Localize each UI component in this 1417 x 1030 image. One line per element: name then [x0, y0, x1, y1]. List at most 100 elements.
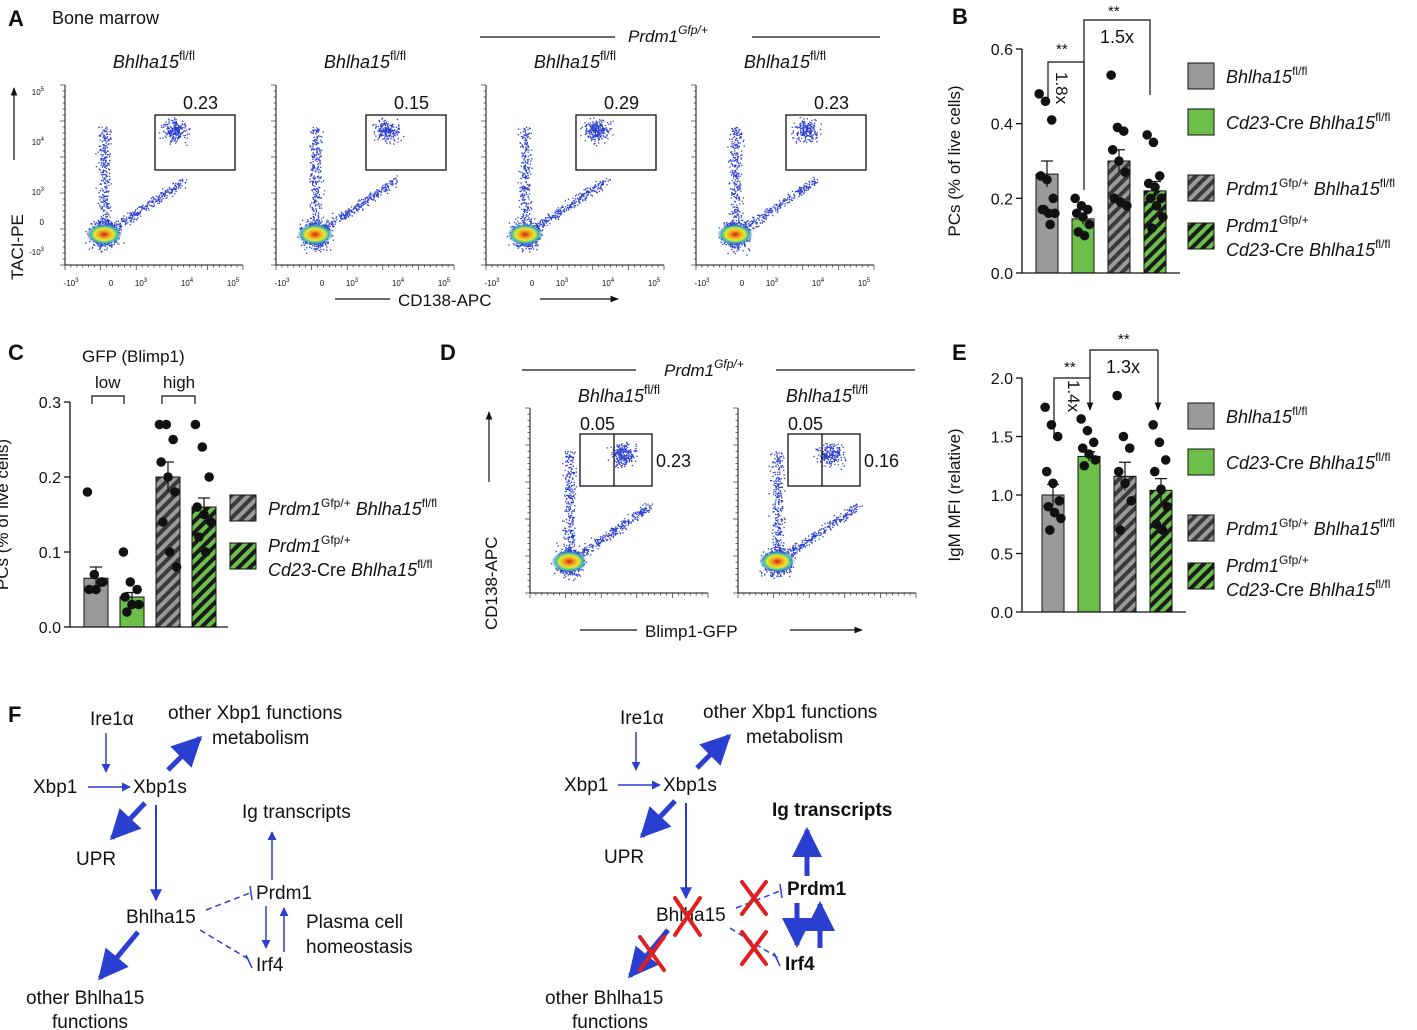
panel-c-point-2-2 [168, 434, 178, 445]
panel-b-letter: B [952, 4, 968, 29]
panel-a-y-axis-label: TACI-PE [8, 214, 27, 280]
panel-b-point-3-5 [1156, 193, 1167, 204]
panel-b-point-0-1 [1040, 96, 1051, 107]
panel-c-point-2-4 [163, 472, 173, 482]
node-other-xbp1: other Xbp1 functions [168, 703, 342, 724]
panel-b-y-tick-0: 0.0 [991, 266, 1013, 283]
panel-a-title: Bone marrow [52, 8, 160, 28]
panel-b-point-3-8 [1158, 212, 1168, 222]
ko-node-other-xbp1: other Xbp1 functions [703, 702, 877, 723]
panel-c-point-0-1 [89, 569, 100, 580]
panel-e-point-1-1 [1082, 425, 1093, 436]
panel-a-x-tick-0-4: 105 [227, 278, 240, 288]
x-mark-other-functions [638, 935, 666, 972]
legend-c-label-0: Prdm1Gfp/+ Bhlha15fl/fl [268, 496, 437, 519]
panel-b-y-tick-1: 0.2 [991, 191, 1013, 208]
panel-d-2-density-hotspot [759, 550, 795, 573]
panel-c-point-3-1 [197, 442, 208, 452]
panel-e-point-3-7 [1157, 525, 1168, 535]
panel-a-plot-label-1: Bhlha15fl/fl [113, 49, 195, 72]
legend-e-label-3-line2: Cd23-Cre Bhlha15fl/fl [1226, 577, 1390, 600]
panel-e-point-3-5 [1162, 501, 1173, 512]
panel-c-group-high: high [163, 373, 195, 392]
panel-e-point-3-2 [1160, 455, 1171, 465]
x-mark-irf4-repression [740, 930, 768, 966]
panel-e-y-tick-2: 1.0 [991, 488, 1013, 505]
panel-c-point-2-3 [156, 457, 166, 467]
panel-a-gate-value-2: 0.15 [394, 93, 429, 113]
legend-e-swatch-0 [1187, 402, 1215, 430]
panel-e-point-0-9 [1045, 525, 1055, 535]
legend-b-label-1: Cd23-Cre Bhlha15fl/fl [1226, 110, 1390, 133]
panel-b-bar-2 [1107, 160, 1131, 274]
ko-node-bhlha15: Bhlha15 [656, 905, 726, 926]
panel-d-plot-label-2: Bhlha15fl/fl [786, 383, 868, 406]
panel-a-y-tick-4: -103 [29, 247, 45, 257]
panel-b-y-tick-2: 0.4 [991, 117, 1013, 134]
ko-node-other-bhlha15: other Bhlha15 [545, 988, 663, 1009]
legend-e-label-0: Bhlha15fl/fl [1226, 404, 1307, 427]
legend-b-label-2: Prdm1Gfp/+ Bhlha15fl/fl [1226, 176, 1395, 199]
panel-e-point-2-3 [1113, 466, 1124, 477]
panel-a-gate-1 [154, 114, 236, 171]
panel-e-point-2-6 [1115, 525, 1126, 535]
panel-e-point-1-3 [1077, 443, 1088, 454]
x-mark-prdm1-repression [740, 880, 768, 916]
node-bhlha15: Bhlha15 [126, 907, 196, 928]
panel-d-gate-low-1: 0.05 [580, 414, 615, 434]
legend-e-swatch-2 [1187, 514, 1215, 542]
ko-node-functions: functions [572, 1012, 648, 1030]
panel-e-point-3-4 [1156, 484, 1166, 494]
panel-e-point-2-0 [1112, 390, 1122, 401]
legend-c-label-1-line2: Cd23-Cre Bhlha15fl/fl [268, 557, 432, 580]
panel-a-y-tick-1: 104 [32, 137, 45, 147]
ko-node-irf4: Irf4 [785, 954, 815, 975]
panel-b-fold-2: 1.5x [1100, 27, 1134, 47]
panel-a-x-tick-3-2: 103 [766, 278, 779, 288]
panel-b-point-2-2 [1118, 126, 1129, 136]
panel-a-x-tick-2-4: 105 [648, 278, 661, 288]
panel-c-point-2-7 [164, 547, 175, 557]
panel-e-point-0-3 [1041, 466, 1052, 477]
panel-e-letter: E [952, 340, 967, 365]
panel-a-plot-label-2: Bhlha15fl/fl [324, 49, 406, 72]
node-metabolism: metabolism [212, 728, 309, 749]
panel-c-chart: 0.0 0.1 0.2 0.3 PCs (% of live cells) low high [0, 373, 228, 637]
node-homeostasis: homeostasis [306, 937, 413, 958]
panel-a-gate-3 [575, 114, 657, 171]
legend-c-swatch-1 [229, 542, 257, 570]
panel-b-point-0-4 [1042, 174, 1052, 185]
node-irf4: Irf4 [256, 955, 284, 976]
x-mark-bhlha15 [673, 896, 702, 937]
panel-a-group-label: Prdm1Gfp/+ [628, 23, 708, 46]
panel-a-y-tick-3: 0 [40, 218, 45, 227]
panel-c-point-2-1 [161, 419, 172, 430]
legend-b-label-0: Bhlha15fl/fl [1226, 64, 1307, 87]
panel-e-point-3-1 [1154, 437, 1165, 448]
panel-e-y-tick-3: 1.5 [991, 430, 1013, 447]
panel-c-point-3-3 [192, 502, 202, 512]
panel-b-point-2-0 [1106, 70, 1116, 80]
panel-a-y-tick-2: 103 [32, 187, 45, 197]
legend-e-label-1: Cd23-Cre Bhlha15fl/fl [1226, 450, 1390, 473]
panel-c-y-label: PCs (% of live cells) [0, 439, 12, 590]
panel-c-y-tick-0: 0.0 [39, 620, 61, 637]
panel-e-point-3-6 [1151, 519, 1162, 530]
panel-a-x-tick-3-1: 0 [740, 279, 745, 288]
legend-b-label-3-line2: Cd23-Cre Bhlha15fl/fl [1226, 237, 1390, 260]
ko-node-prdm1: Prdm1 [787, 879, 847, 900]
panel-a-x-tick-0-3: 104 [181, 278, 194, 288]
panel-a-plot-label-3: Bhlha15fl/fl [534, 49, 616, 72]
ko-node-upr: UPR [604, 847, 644, 868]
panel-b-point-0-0 [1034, 89, 1044, 99]
ko-node-xbp1: Xbp1 [564, 775, 608, 796]
panel-a-x-tick-2-0: -103 [485, 278, 501, 288]
panel-b-point-0-2 [1046, 115, 1057, 125]
panel-a-letter: A [8, 6, 24, 31]
panel-c-group-low: low [95, 373, 121, 392]
legend-b-label-3-line1: Prdm1Gfp/+ [1226, 213, 1309, 236]
pathway-knockout: Ire1α other Xbp1 functions metabolism Xb… [545, 702, 892, 1030]
panel-a-y-tick-0: 105 [32, 87, 45, 97]
panel-e-point-0-8 [1056, 513, 1066, 524]
